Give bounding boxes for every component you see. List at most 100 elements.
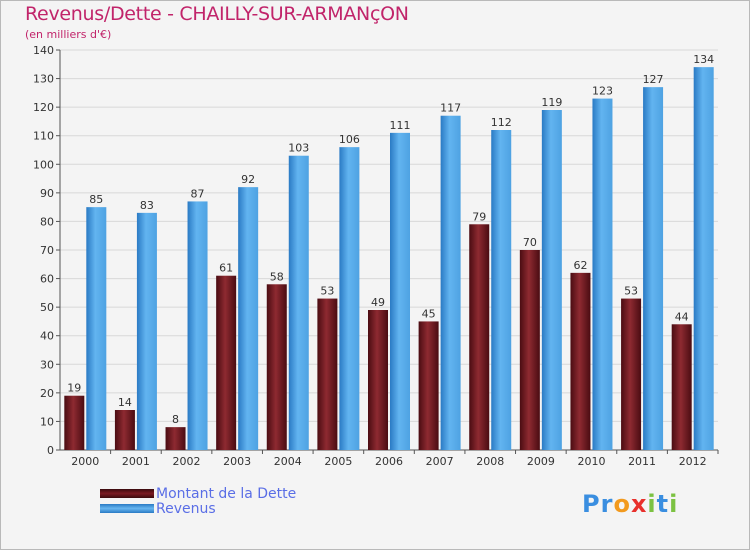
data-label: 19: [67, 382, 81, 395]
y-tick-label: 50: [40, 301, 54, 314]
data-label: 123: [592, 85, 613, 98]
logo-letter: x: [630, 490, 648, 518]
y-tick-label: 70: [40, 244, 54, 257]
data-label: 85: [89, 193, 103, 206]
y-tick-label: 130: [33, 73, 54, 86]
data-label: 61: [219, 262, 233, 275]
legend-swatch-dette: [100, 489, 154, 498]
data-label: 44: [675, 310, 689, 323]
data-label: 53: [624, 285, 638, 298]
y-tick-label: 30: [40, 358, 54, 371]
x-tick-label: 2009: [527, 455, 555, 468]
chart-title: Revenus/Dette - CHAILLY-SUR-ARMANçON: [25, 3, 409, 25]
data-label: 134: [693, 53, 714, 66]
logo-letter: r: [600, 490, 614, 518]
bar-dette: [114, 410, 135, 450]
data-label: 119: [541, 96, 562, 109]
y-tick-label: 10: [40, 415, 54, 428]
legend-label-dette: Montant de la Dette: [156, 485, 297, 502]
bar-dette: [266, 284, 287, 450]
data-label: 92: [241, 173, 255, 186]
x-tick-label: 2011: [628, 455, 656, 468]
logo-letter: i: [647, 490, 657, 518]
data-label: 87: [191, 187, 205, 200]
data-label: 117: [440, 102, 461, 115]
bar-dette: [165, 427, 186, 450]
data-label: 53: [320, 285, 334, 298]
logo-letter: t: [656, 490, 670, 518]
bar-dette: [418, 321, 439, 450]
bar-revenus: [390, 132, 410, 450]
legend-item-revenus: Revenus: [100, 500, 296, 517]
bar-revenus: [592, 98, 613, 451]
data-label: 103: [288, 142, 309, 155]
data-label: 106: [339, 133, 360, 146]
grid-lines: [60, 49, 718, 450]
x-tick-label: 2001: [122, 455, 150, 468]
bar-revenus: [643, 87, 664, 451]
bar-revenus: [86, 207, 107, 450]
data-label: 45: [422, 307, 436, 320]
bar-dette: [368, 310, 388, 450]
x-tick-label: 2004: [274, 455, 302, 468]
bar-dette: [671, 324, 692, 450]
logo-letter: o: [613, 490, 631, 518]
data-label: 49: [371, 296, 385, 309]
y-tick-label: 90: [40, 187, 54, 200]
data-label: 111: [390, 119, 411, 132]
x-tick-label: 2012: [679, 455, 707, 468]
bar-dette: [621, 298, 642, 450]
y-tick-label: 110: [33, 130, 54, 143]
x-tick-label: 2007: [426, 455, 454, 468]
y-tick-label: 20: [40, 387, 54, 400]
bar-dette: [216, 275, 237, 450]
bar-revenus: [693, 67, 714, 451]
x-tick-label: 2000: [71, 455, 99, 468]
y-tick-label: 40: [40, 330, 54, 343]
legend-item-dette: Montant de la Dette: [100, 485, 297, 502]
bar-dette: [519, 250, 540, 450]
logo-letter: i: [669, 490, 679, 518]
x-tick-label: 2008: [476, 455, 504, 468]
chart-subtitle: (en milliers d'€): [25, 28, 112, 41]
bar-dette: [317, 298, 338, 450]
data-label: 112: [491, 116, 512, 129]
data-label: 8: [172, 413, 179, 426]
bar-dette: [469, 224, 490, 450]
logo-letter: P: [582, 490, 601, 518]
bar-dette: [570, 272, 591, 450]
bar-revenus: [187, 201, 208, 450]
y-tick-label: 80: [40, 215, 54, 228]
bars: [64, 67, 714, 451]
y-tick-label: 60: [40, 273, 54, 286]
legend: Montant de la Dette Revenus: [100, 485, 297, 517]
data-labels: 19 85 14 83 8 87 61 92 58 103 53 106 49 111 45 117 79 112…: [67, 53, 714, 426]
y-tick-label: 100: [33, 158, 54, 171]
data-label: 58: [270, 270, 284, 283]
bar-revenus: [339, 147, 360, 450]
y-tick-label: 120: [33, 101, 54, 114]
data-label: 62: [573, 259, 587, 272]
data-label: 14: [118, 396, 132, 409]
x-tick-label: 2010: [577, 455, 605, 468]
x-tick-label: 2003: [223, 455, 251, 468]
x-tick-label: 2006: [375, 455, 403, 468]
x-tick-label: 2002: [173, 455, 201, 468]
bar-revenus: [491, 130, 512, 450]
y-tick-label: 140: [33, 44, 54, 57]
data-label: 127: [643, 73, 664, 86]
bar-revenus: [238, 187, 259, 450]
x-tick-label: 2005: [324, 455, 352, 468]
data-label: 70: [523, 236, 537, 249]
legend-swatch-revenus: [100, 504, 154, 513]
proxiti-logo: Proxiti: [582, 490, 678, 518]
data-label: 83: [140, 199, 154, 212]
legend-label-revenus: Revenus: [156, 500, 216, 517]
bar-revenus: [136, 212, 157, 450]
bar-dette: [64, 395, 85, 450]
data-label: 79: [472, 210, 486, 223]
bar-revenus: [541, 110, 562, 450]
bar-revenus: [288, 155, 309, 450]
bar-revenus: [440, 115, 461, 450]
